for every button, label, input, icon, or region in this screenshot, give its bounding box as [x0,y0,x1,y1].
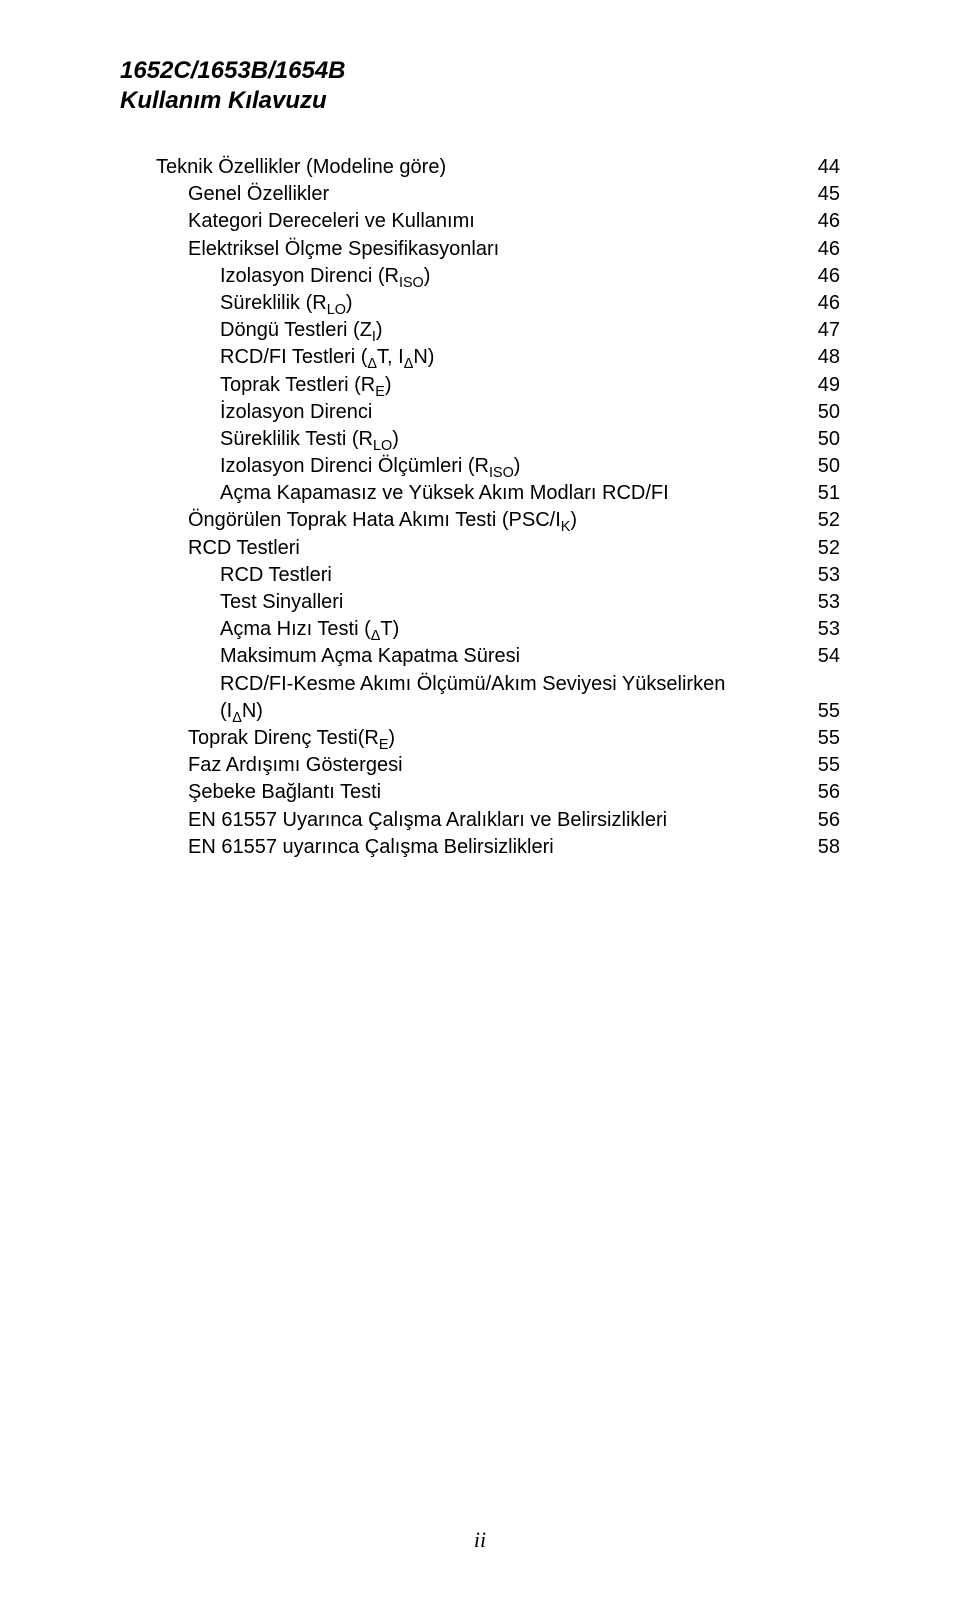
toc-entry: RCD/FI-Kesme Akımı Ölçümü/Akım Seviyesi … [120,671,840,698]
toc-entry-page: 50 [796,453,840,480]
toc-entry-title: Süreklilik Testi (RLO) [220,426,399,453]
toc-entry-title: Maksimum Açma Kapatma Süresi [220,643,520,670]
toc-entry: Şebeke Bağlantı Testi 56 [120,779,840,806]
toc-entry-page: 58 [796,834,840,861]
toc-entry: Genel Özellikler 45 [120,181,840,208]
toc-entry-title: Kategori Dereceleri ve Kullanımı [188,208,475,235]
toc-entry: Döngü Testleri (ZI) 47 [120,317,840,344]
toc-entry: Açma Hızı Testi (ΔT) 53 [120,616,840,643]
toc-entry: Izolasyon Direnci Ölçümleri (RISO) 50 [120,453,840,480]
toc-entry-page: 52 [796,535,840,562]
toc-entry-title: (IΔN) [220,698,263,725]
toc-entry-page: 53 [796,616,840,643]
toc-entry-title: İzolasyon Direnci [220,399,372,426]
toc-entry-page: 44 [796,154,840,181]
toc-entry-page: 55 [796,725,840,752]
toc-entry-page: 53 [796,589,840,616]
toc-entry: Kategori Dereceleri ve Kullanımı 46 [120,208,840,235]
document-type: Kullanım Kılavuzu [120,86,840,116]
toc-entry-page: 46 [796,208,840,235]
toc-entry-page: 55 [796,698,840,725]
toc-entry-title: RCD Testleri [188,535,300,562]
toc-entry-page: 50 [796,399,840,426]
toc-entry-page: 48 [796,344,840,371]
toc-entry: Süreklilik (RLO) 46 [120,290,840,317]
toc-entry-title: EN 61557 Uyarınca Çalışma Aralıkları ve … [188,807,667,834]
toc-entry-title: Öngörülen Toprak Hata Akımı Testi (PSC/I… [188,507,577,534]
toc-entry-title: RCD/FI-Kesme Akımı Ölçümü/Akım Seviyesi … [220,671,725,698]
toc-entry-title: Toprak Direnç Testi(RE) [188,725,395,752]
toc-entry-page: 46 [796,290,840,317]
toc-entry-page: 46 [796,263,840,290]
toc-entry-page: 53 [796,562,840,589]
toc-entry: Toprak Testleri (RE) 49 [120,372,840,399]
toc-entry-page: 54 [796,643,840,670]
document-header: 1652C/1653B/1654B Kullanım Kılavuzu [120,56,840,116]
toc-entry: İzolasyon Direnci 50 [120,399,840,426]
toc-entry: Maksimum Açma Kapatma Süresi 54 [120,643,840,670]
toc-entry-title: Döngü Testleri (ZI) [220,317,383,344]
model-number: 1652C/1653B/1654B [120,56,840,86]
toc-entry: RCD Testleri 52 [120,535,840,562]
toc-entry-page: 46 [796,236,840,263]
toc-entry: Elektriksel Ölçme Spesifikasyonları 46 [120,236,840,263]
toc-entry-title: Açma Kapamasız ve Yüksek Akım Modları RC… [220,480,669,507]
toc-entry: RCD Testleri 53 [120,562,840,589]
page-footer: ii [0,1527,960,1553]
toc-entry: Teknik Özellikler (Modeline göre) 44 [120,154,840,181]
toc-entry: Süreklilik Testi (RLO) 50 [120,426,840,453]
table-of-contents: Teknik Özellikler (Modeline göre)44Genel… [120,154,840,861]
toc-entry-title: Açma Hızı Testi (ΔT) [220,616,399,643]
toc-entry: Öngörülen Toprak Hata Akımı Testi (PSC/I… [120,507,840,534]
toc-entry-title: Test Sinyalleri [220,589,343,616]
toc-entry-title: Süreklilik (RLO) [220,290,353,317]
toc-entry-title: EN 61557 uyarınca Çalışma Belirsizlikler… [188,834,554,861]
toc-entry-title: Genel Özellikler [188,181,329,208]
toc-entry: EN 61557 Uyarınca Çalışma Aralıkları ve … [120,807,840,834]
toc-entry: Izolasyon Direnci (RISO) 46 [120,263,840,290]
toc-entry-page: 52 [796,507,840,534]
toc-entry-continuation: (IΔN) 55 [120,698,840,725]
toc-entry-title: Izolasyon Direnci (RISO) [220,263,430,290]
toc-entry-page: 49 [796,372,840,399]
toc-entry-title: RCD Testleri [220,562,332,589]
toc-entry: Faz Ardışımı Göstergesi 55 [120,752,840,779]
toc-entry-page: 50 [796,426,840,453]
toc-entry-page: 45 [796,181,840,208]
toc-entry-title: RCD/FI Testleri (ΔT, IΔN) [220,344,434,371]
toc-entry-page: 55 [796,752,840,779]
toc-entry: EN 61557 uyarınca Çalışma Belirsizlikler… [120,834,840,861]
toc-entry: Toprak Direnç Testi(RE) 55 [120,725,840,752]
toc-entry-title: Izolasyon Direnci Ölçümleri (RISO) [220,453,520,480]
page-number: ii [474,1527,486,1552]
toc-entry-page: 47 [796,317,840,344]
toc-entry-page: 56 [796,807,840,834]
toc-entry-page: 56 [796,779,840,806]
toc-entry: Test Sinyalleri 53 [120,589,840,616]
toc-entry: Açma Kapamasız ve Yüksek Akım Modları RC… [120,480,840,507]
toc-entry: RCD/FI Testleri (ΔT, IΔN) 48 [120,344,840,371]
page: 1652C/1653B/1654B Kullanım Kılavuzu Tekn… [0,0,960,1617]
toc-entry-title: Teknik Özellikler (Modeline göre) [156,154,446,181]
toc-entry-title: Şebeke Bağlantı Testi [188,779,381,806]
toc-entry-title: Toprak Testleri (RE) [220,372,392,399]
toc-entry-title: Faz Ardışımı Göstergesi [188,752,403,779]
toc-entry-title: Elektriksel Ölçme Spesifikasyonları [188,236,499,263]
toc-entry-page: 51 [796,480,840,507]
